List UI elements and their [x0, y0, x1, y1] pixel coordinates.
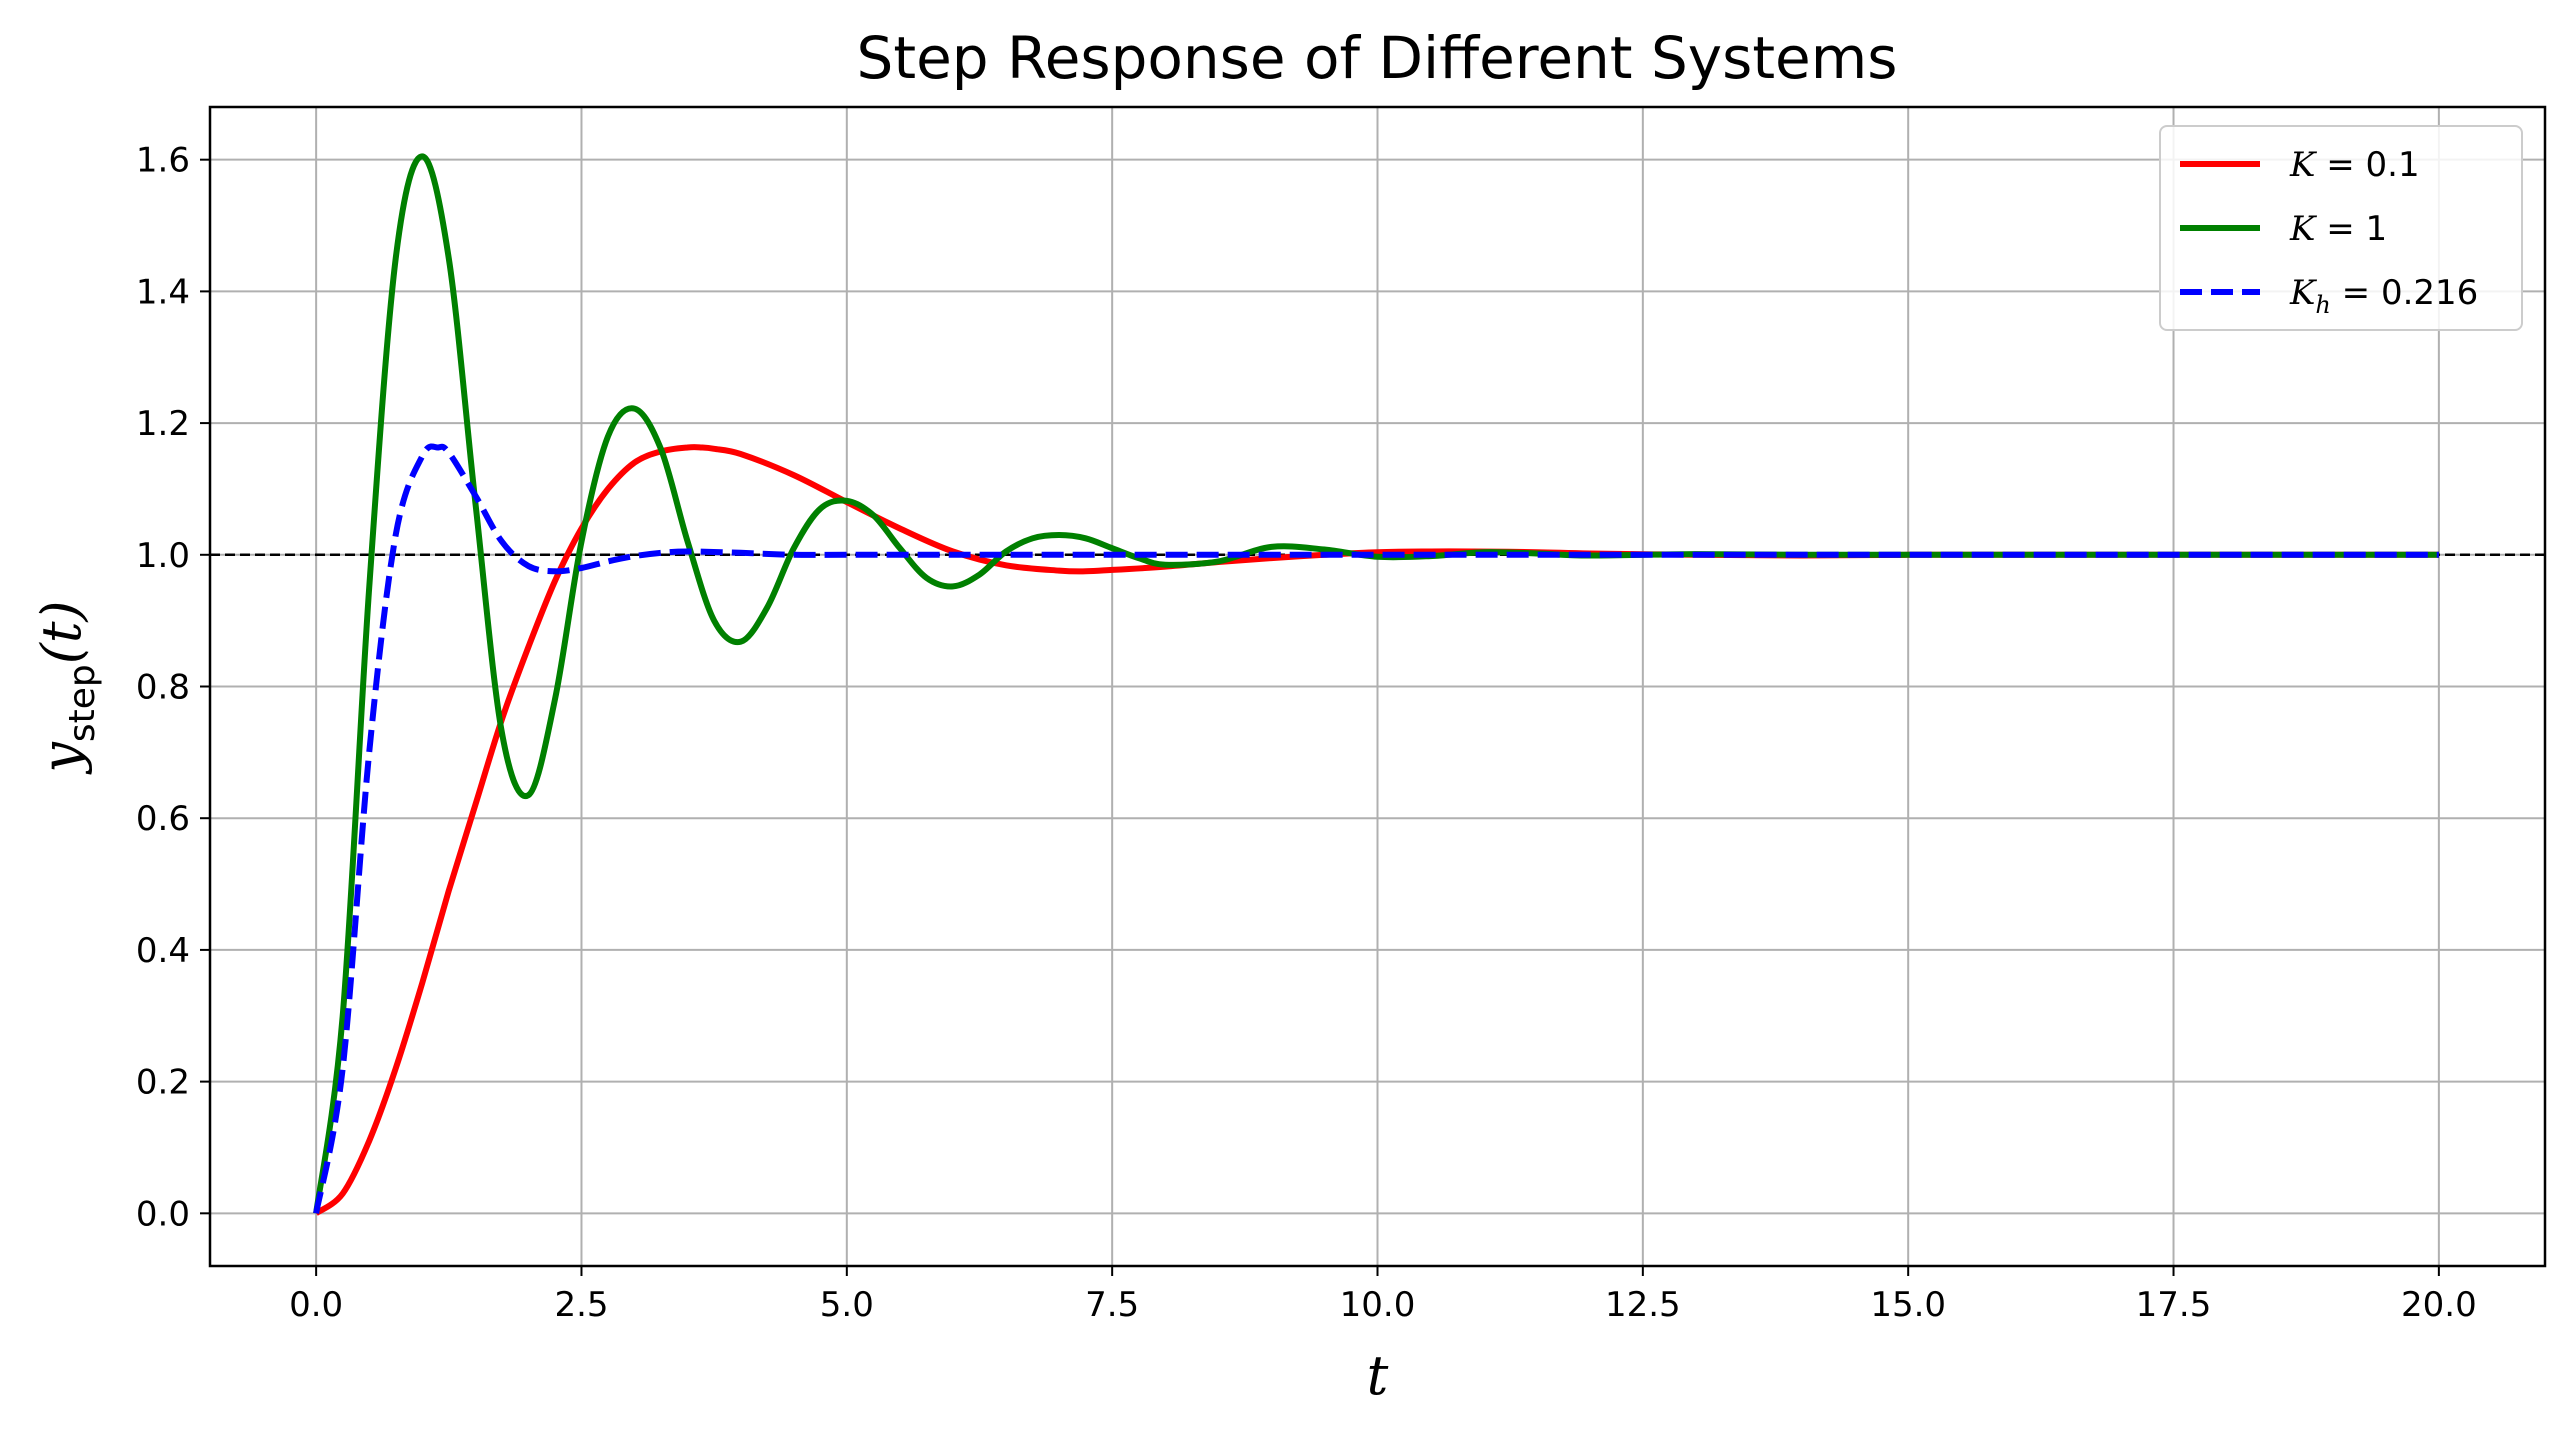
- y-axis-label-sub: step: [62, 664, 103, 742]
- legend-label-main: K: [2289, 209, 2318, 249]
- x-tick-label: 10.0: [1340, 1285, 1416, 1325]
- x-tick-label: 2.5: [554, 1285, 608, 1325]
- y-axis-label: ystep(t): [30, 600, 103, 774]
- legend-label-sub: h: [2315, 291, 2330, 319]
- y-axis-label-tail: (t): [30, 600, 93, 664]
- y-tick-label: 1.4: [136, 272, 190, 312]
- legend-label-value: = 1: [2315, 209, 2387, 249]
- x-ticks: 0.0 2.5 5.0 7.5 10.0 12.5 15.0 17.5 20.0: [289, 1266, 2477, 1325]
- legend-label: K = 0.1: [2289, 145, 2420, 185]
- legend-label: Kh = 0.216: [2289, 273, 2478, 319]
- y-tick-label: 0.0: [136, 1194, 190, 1234]
- legend-label-main: K: [2289, 145, 2318, 185]
- y-tick-label: 1.2: [136, 404, 190, 444]
- x-tick-label: 5.0: [820, 1285, 874, 1325]
- series-line: [313, 153, 2439, 1214]
- y-axis-label-main: y: [30, 741, 93, 775]
- y-tick-label: 1.6: [136, 141, 190, 181]
- y-tick-label: 0.6: [136, 799, 190, 839]
- legend-label-value: = 0.1: [2315, 145, 2419, 185]
- chart-title: Step Response of Different Systems: [857, 24, 1898, 92]
- series-group: [313, 153, 2439, 1216]
- legend: K = 0.1K = 1Kh = 0.216: [2159, 125, 2523, 331]
- legend-label-value: = 0.216: [2331, 273, 2478, 313]
- y-tick-label: 0.4: [136, 931, 190, 971]
- y-ticks: 0.0 0.2 0.4 0.6 0.8 1.0 1.2 1.4 1.6: [136, 141, 210, 1234]
- legend-label: K = 1: [2289, 209, 2387, 249]
- x-tick-label: 17.5: [2136, 1285, 2212, 1325]
- y-tick-label: 0.2: [136, 1063, 190, 1103]
- x-axis-label: t: [1367, 1344, 1389, 1407]
- y-tick-label: 1.0: [136, 536, 190, 576]
- legend-label-main: K: [2289, 273, 2318, 313]
- x-tick-label: 0.0: [289, 1285, 343, 1325]
- x-tick-label: 7.5: [1085, 1285, 1139, 1325]
- y-tick-label: 0.8: [136, 668, 190, 708]
- series-line: [313, 443, 2439, 1214]
- x-tick-label: 12.5: [1605, 1285, 1681, 1325]
- x-tick-label: 15.0: [1870, 1285, 1946, 1325]
- x-tick-label: 20.0: [2401, 1285, 2477, 1325]
- legend-box: [2159, 125, 2523, 331]
